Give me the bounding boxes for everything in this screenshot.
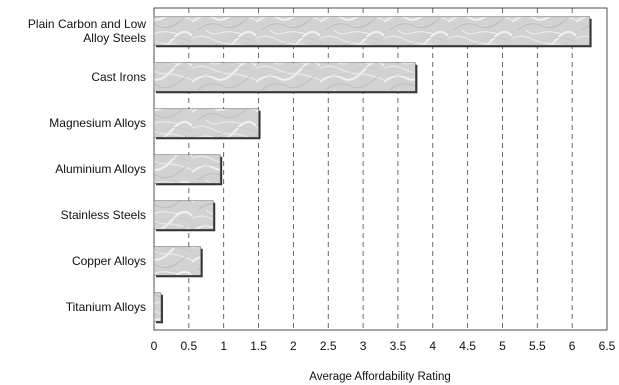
category-label-3-line-0: Aluminium Alloys (55, 162, 146, 176)
category-label-5-line-0: Copper Alloys (72, 254, 146, 268)
category-label-6: Titanium Alloys (66, 300, 146, 314)
bar-face-5 (153, 246, 201, 276)
x-tick-label-0: 0 (151, 339, 158, 353)
x-tick-label-6: 3 (360, 339, 367, 353)
category-label-3: Aluminium Alloys (55, 162, 146, 176)
x-tick-label-7: 3.5 (390, 339, 407, 353)
bar-face-6 (153, 292, 162, 322)
bars (153, 16, 592, 324)
x-tick-label-10: 5 (499, 339, 506, 353)
category-label-0-line-1: Alloy Steels (83, 31, 146, 45)
x-tick-label-3: 1.5 (250, 339, 267, 353)
category-label-0-line-0: Plain Carbon and Low (28, 17, 146, 31)
category-label-0: Plain Carbon and Low Alloy Steels (28, 17, 146, 45)
vertical-grid-lines (188, 8, 573, 330)
x-tick-label-4: 2 (290, 339, 297, 353)
category-label-5: Copper Alloys (72, 254, 146, 268)
x-tick-label-12: 6 (569, 339, 576, 353)
bar-5 (153, 246, 203, 278)
bar-face-3 (153, 154, 221, 184)
x-tick-label-11: 5.5 (529, 339, 546, 353)
category-label-1-line-0: Cast Irons (91, 70, 146, 84)
category-label-4-line-0: Stainless Steels (61, 208, 146, 222)
bar-face-4 (153, 200, 214, 230)
bar-face-2 (153, 108, 259, 138)
x-tick-label-1: 0.5 (181, 339, 198, 353)
bar-0 (153, 16, 592, 48)
x-tick-label-8: 4 (429, 339, 436, 353)
bar-4 (153, 200, 216, 232)
x-tick-label-5: 2.5 (320, 339, 337, 353)
x-tick-label-2: 1 (220, 339, 227, 353)
bar-1 (153, 62, 418, 94)
category-label-1: Cast Irons (91, 70, 146, 84)
category-label-4: Stainless Steels (61, 208, 146, 222)
bar-face-0 (153, 16, 590, 46)
x-tick-labels: 0 0.5 1 1.5 2 2.5 3 3.5 4 4.5 5 5.5 6 6.5 (151, 339, 616, 353)
category-label-2-line-0: Magnesium Alloys (49, 116, 146, 130)
x-axis-title: Average Affordability Rating (309, 371, 451, 383)
bar-6 (153, 292, 163, 324)
bar-3 (153, 154, 223, 186)
bar-2 (153, 108, 261, 140)
bar-face-1 (153, 62, 416, 92)
category-label-2: Magnesium Alloys (49, 116, 146, 130)
x-tick-label-13: 6.5 (599, 339, 616, 353)
category-labels: Plain Carbon and Low Alloy Steels Cast Iro… (28, 17, 146, 314)
category-label-6-line-0: Titanium Alloys (66, 300, 146, 314)
x-tick-label-9: 4.5 (459, 339, 476, 353)
